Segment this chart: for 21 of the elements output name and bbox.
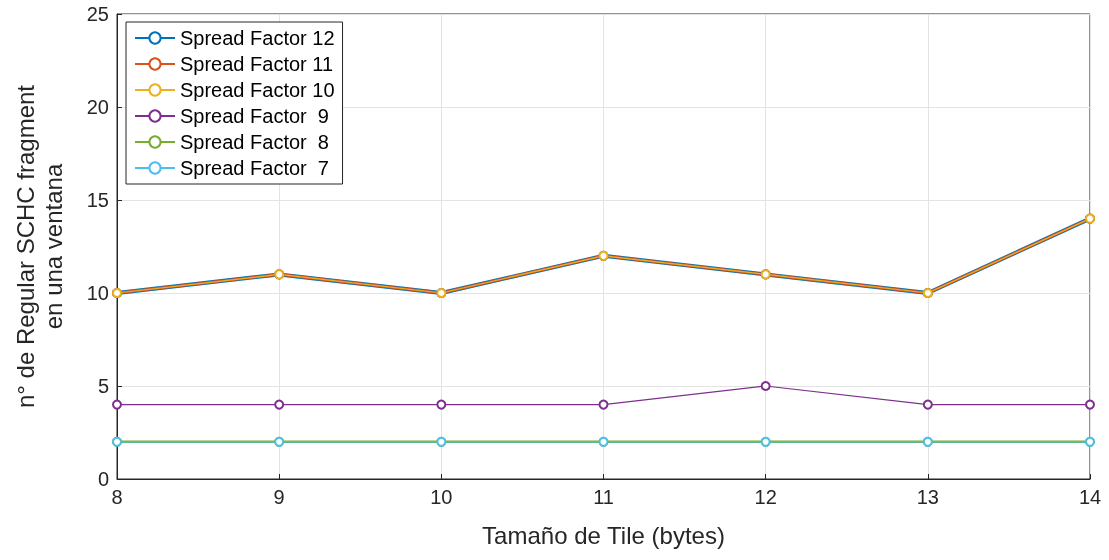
- x-tick-label: 10: [430, 486, 453, 508]
- x-tick-label: 8: [111, 486, 123, 508]
- x-tick-label: 13: [916, 486, 939, 508]
- x-axis-title: Tamaño de Tile (bytes): [482, 521, 725, 549]
- x-tick-label: 14: [1078, 486, 1102, 508]
- y-axis-title: n° de Regular SCHC fragment en una ventana: [11, 84, 67, 409]
- y-tick-label: 5: [97, 375, 109, 397]
- x-tick-label: 12: [754, 486, 777, 508]
- y-tick-label: 20: [86, 96, 109, 118]
- legend-label: Spread Factor 12: [180, 27, 335, 49]
- y-tick-label: 25: [86, 3, 109, 25]
- x-tick-label: 11: [593, 486, 614, 508]
- legend-label: Spread Factor 10: [180, 79, 335, 101]
- y-tick-label: 0: [97, 468, 109, 490]
- legend-label: Spread Factor 11: [180, 53, 334, 75]
- legend-label: Spread Factor 7: [180, 157, 329, 179]
- y-tick-label: 15: [86, 189, 109, 211]
- legend-label: Spread Factor 8: [180, 131, 329, 153]
- x-tick-label: 9: [273, 486, 285, 508]
- legend-label: Spread Factor 9: [180, 105, 329, 127]
- y-tick-label: 10: [86, 282, 109, 304]
